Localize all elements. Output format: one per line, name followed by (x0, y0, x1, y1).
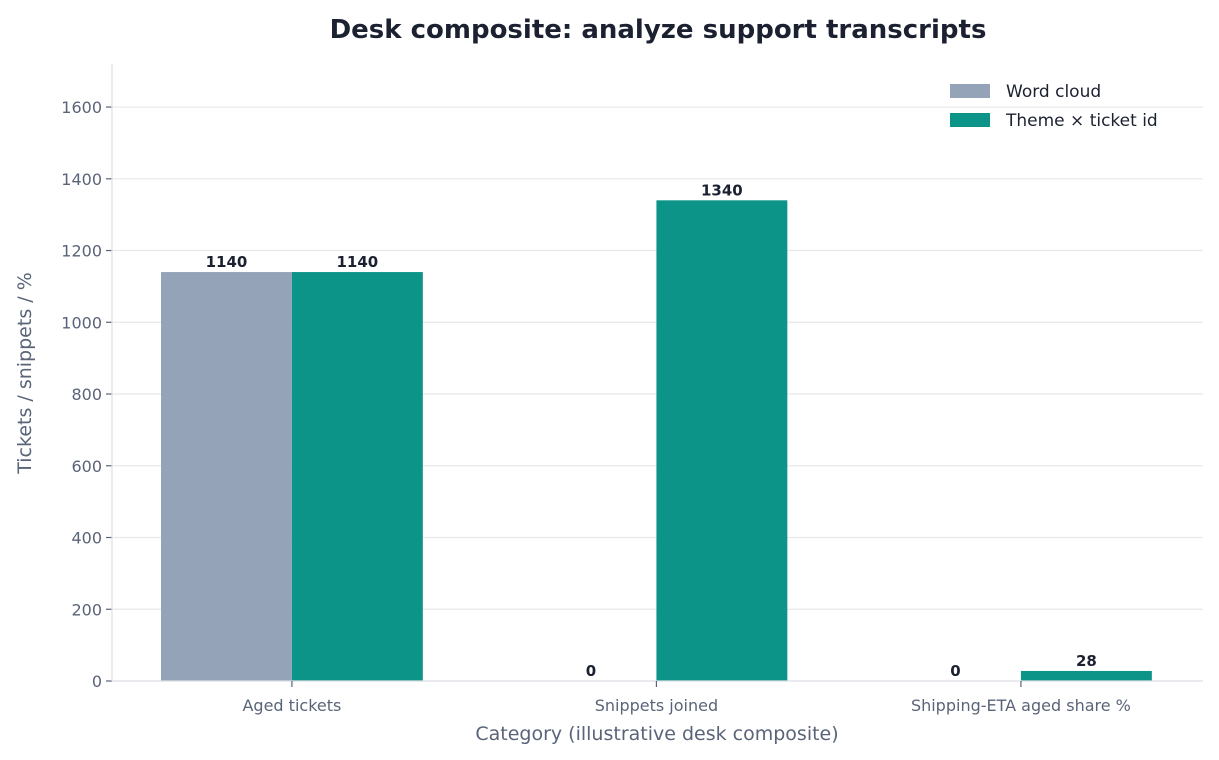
legend-swatch (950, 84, 990, 98)
y-tick-label: 1400 (61, 170, 102, 189)
bars (161, 200, 1152, 681)
y-tick-label: 400 (71, 529, 102, 548)
legend-label: Word cloud (1006, 82, 1101, 102)
legend-label: Theme × ticket id (1005, 111, 1158, 131)
y-tick-label: 600 (71, 457, 102, 476)
legend-swatch (950, 113, 990, 127)
data-label: 0 (586, 662, 596, 680)
data-label: 0 (950, 662, 960, 680)
x-tick-label: Shipping-ETA aged share % (911, 696, 1131, 715)
y-tick-label: 1600 (61, 98, 102, 117)
y-tick-label: 0 (92, 672, 102, 691)
axes: 0 200 400 600 800 1000 1200 1400 1600 Aged ticket… (61, 64, 1203, 715)
data-label: 1140 (337, 253, 379, 271)
y-tick-label: 1200 (61, 242, 102, 261)
y-tick-label: 1000 (61, 313, 102, 332)
chart-title: Desk composite: analyze support transcri… (330, 15, 987, 45)
bar (1020, 670, 1152, 681)
bar (291, 272, 423, 681)
data-label: 28 (1076, 652, 1097, 670)
data-label: 1340 (701, 181, 743, 199)
y-axis-label: Tickets / snippets / % (14, 272, 36, 475)
x-axis-label: Category (illustrative desk composite) (475, 723, 838, 745)
data-labels: 1140 1140 0 1340 0 28 (206, 181, 1097, 680)
x-tick-label: Snippets joined (595, 696, 718, 715)
y-tick-label: 200 (71, 600, 102, 619)
data-label: 1140 (206, 253, 248, 271)
legend: Word cloud Theme × ticket id (950, 82, 1158, 131)
x-tick-label: Aged tickets (242, 696, 341, 715)
bar (161, 272, 292, 681)
y-tick-label: 800 (71, 385, 102, 404)
bar (656, 200, 788, 681)
